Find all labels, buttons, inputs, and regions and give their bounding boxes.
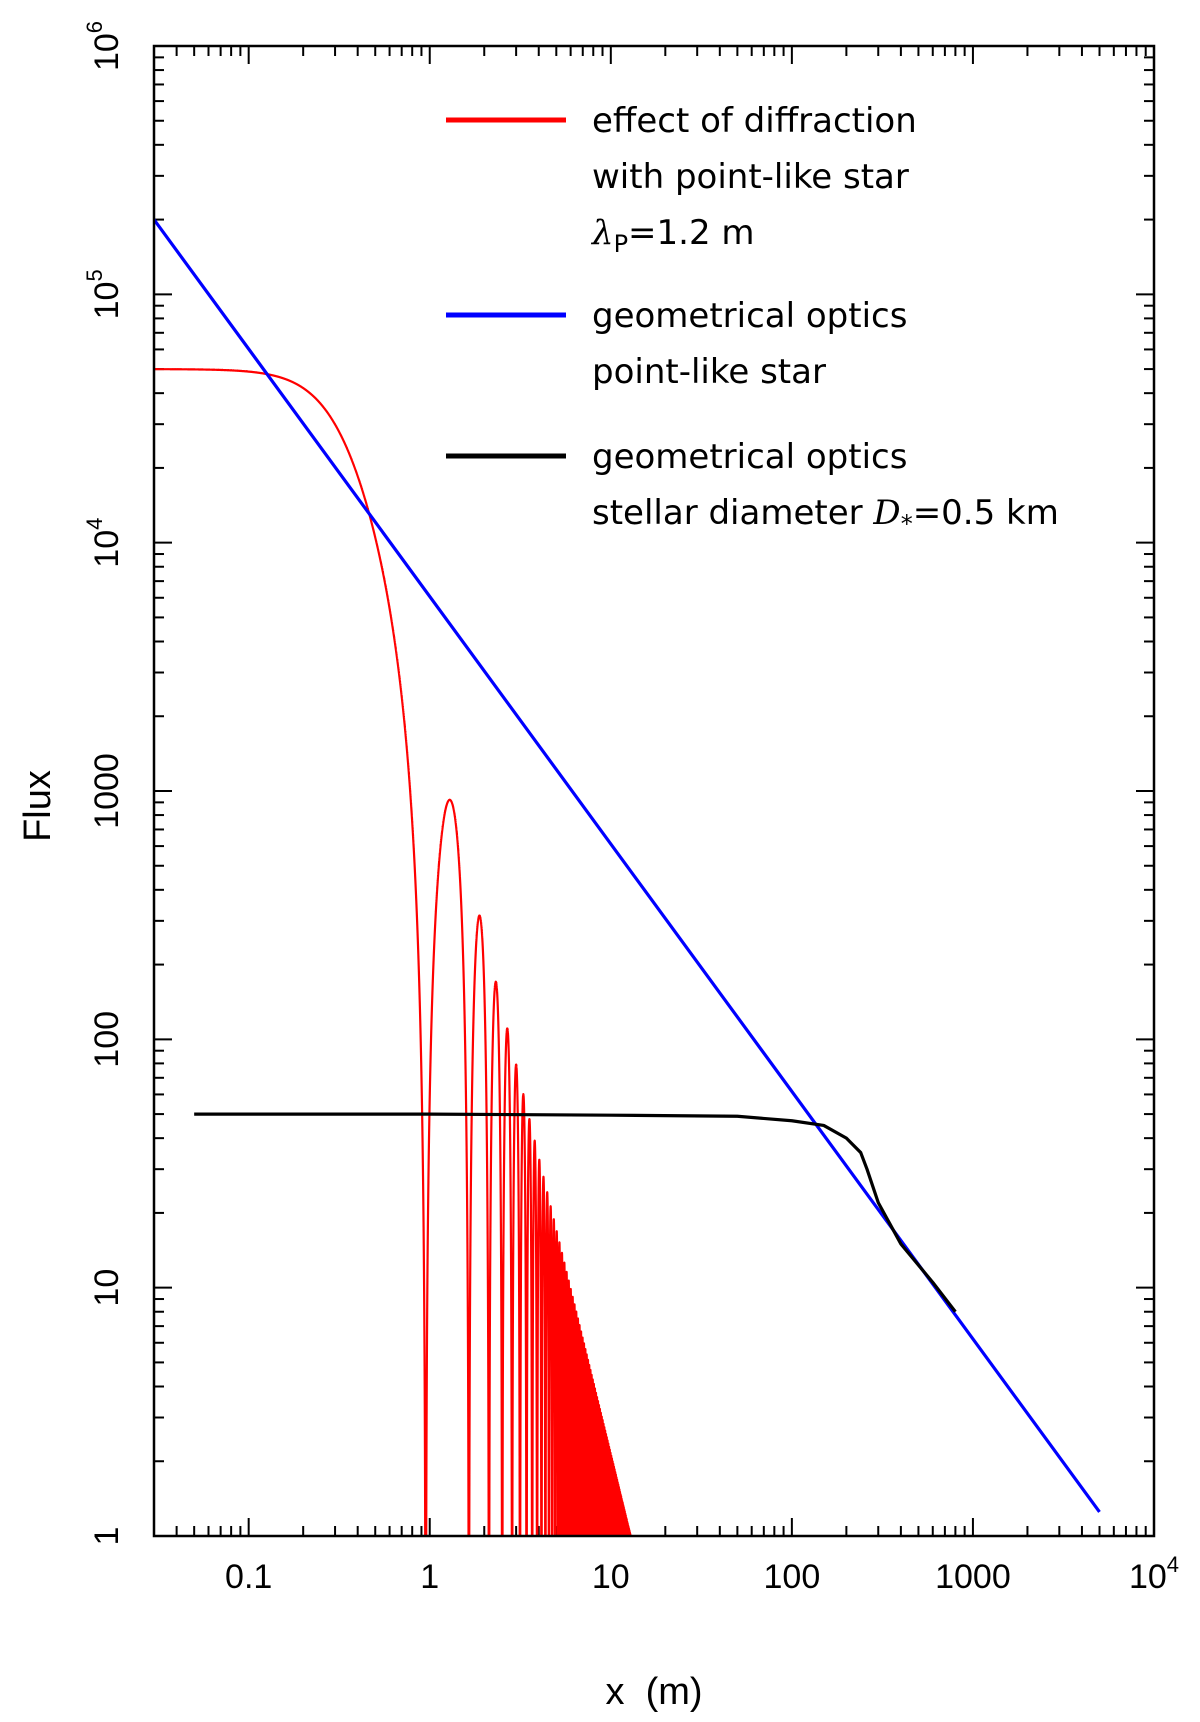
x-tick-label: 10 [592, 1558, 630, 1596]
x-axis-title: x (m) [605, 1671, 702, 1713]
x-tick-label: 100 [764, 1558, 821, 1596]
x-tick-label: 1 [420, 1558, 439, 1596]
series-line-1 [154, 368, 632, 1536]
y-tick-label: 1 [88, 1527, 126, 1546]
x-tick-label: 104 [1129, 1552, 1179, 1596]
y-tick-label: 104 [82, 518, 126, 568]
plot-frame [152, 44, 1156, 1538]
x-tick-label: 0.1 [225, 1558, 272, 1596]
y-tick-label: 105 [82, 269, 126, 319]
legend: effect of diffraction with point-like sta… [446, 101, 1059, 538]
x-tick-label: 1000 [935, 1558, 1011, 1596]
series-line-2 [154, 218, 1101, 1513]
axis-ticks [153, 45, 1155, 1537]
x-axis-labels: 0.1 1 10 100 1000 104 [225, 1552, 1179, 1596]
legend-label: geometrical optics [592, 296, 907, 336]
y-tick-label: 1000 [88, 753, 126, 829]
y-tick-label: 100 [88, 1011, 126, 1068]
legend-param: stellar diameter D*=0.5 km [592, 493, 1059, 538]
plot-area [154, 218, 1101, 1536]
legend-param: λP=1.2 m [590, 213, 755, 258]
series-line-3 [194, 1112, 957, 1313]
y-tick-label: 106 [82, 21, 126, 71]
legend-label: point-like star [592, 352, 826, 392]
y-tick-label: 10 [88, 1269, 126, 1307]
legend-label: effect of diffraction [592, 101, 917, 141]
y-axis-title: Flux [17, 770, 59, 842]
legend-label: geometrical optics [592, 437, 907, 477]
y-axis-labels: 1 10 100 1000 104 105 106 [82, 21, 126, 1546]
legend-label: with point-like star [592, 157, 909, 197]
